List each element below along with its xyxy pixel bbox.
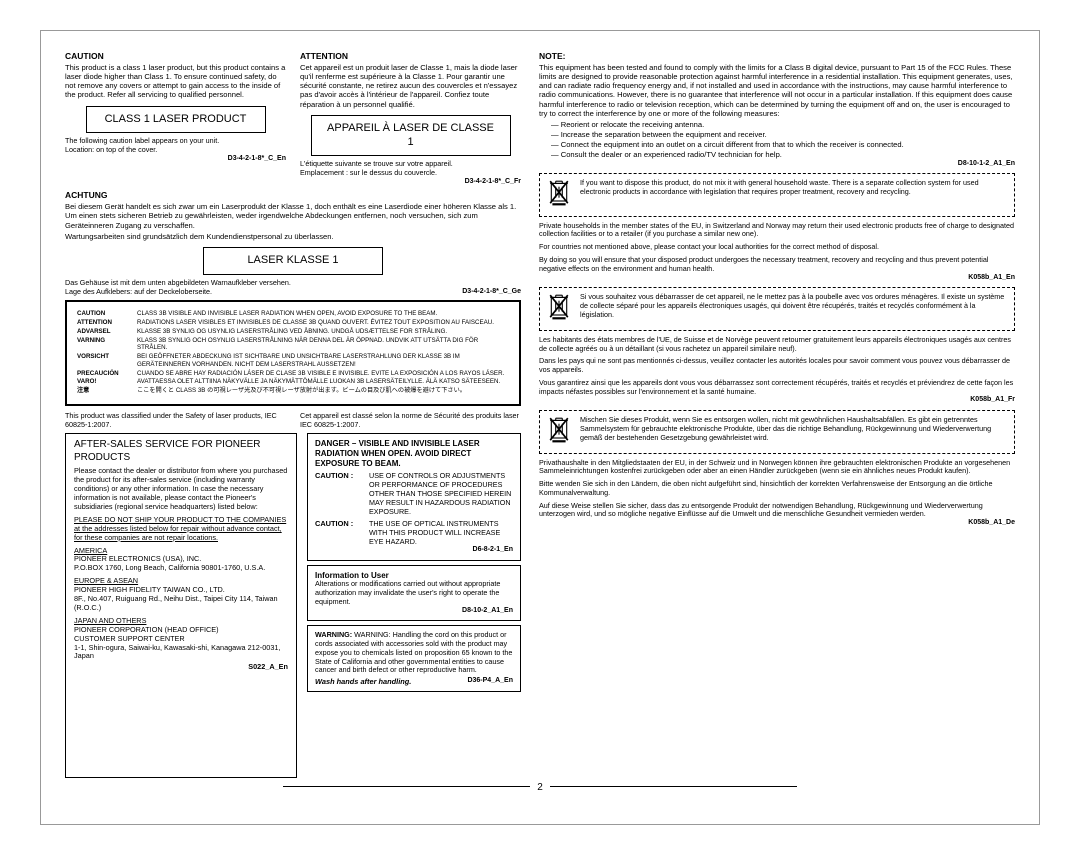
service-title: AFTER-SALES SERVICE FOR PIONEER PRODUCTS [74, 439, 288, 464]
weee-en-code: K058b_A1_En [539, 274, 1015, 283]
weee-en-box: If you want to dispose this product, do … [539, 173, 1015, 217]
bin-icon [548, 179, 572, 211]
service-noship: PLEASE DO NOT SHIP YOUR PRODUCT TO THE C… [74, 516, 288, 543]
weee-de-text: Mischen Sie dieses Produkt, wenn Sie es … [580, 416, 1006, 448]
left-column: CAUTION This product is a class 1 laser … [65, 51, 521, 778]
weee-de-code: K058b_A1_De [539, 519, 1015, 528]
info-box: Information to User Alterations or modif… [307, 565, 521, 621]
weee-en-p1: Private households in the member states … [539, 222, 1015, 240]
right-column: NOTE: This equipment has been tested and… [539, 51, 1015, 778]
danger-title: DANGER – VISIBLE AND INVISIBLE LASER RAD… [315, 439, 513, 468]
danger-code1: D6-8-2-1_En [315, 546, 513, 555]
service-code: S022_A_En [74, 663, 288, 672]
weee-fr-text: Si vous souhaitez vous débarrasser de ce… [580, 293, 1006, 325]
weee-fr-p3: Vous garantirez ainsi que les appareils … [539, 379, 1015, 397]
warning-box: WARNING: WARNING: Handling the cord on t… [307, 625, 521, 692]
note-items: — Reorient or relocate the receiving ant… [551, 120, 1015, 159]
warning-code: D36-P4_A_En [467, 677, 513, 686]
class1-label-fr: APPAREIL À LASER DE CLASSE 1 [311, 115, 511, 157]
caution2-label: CAUTION : [315, 519, 365, 546]
caution1-label: CAUTION : [315, 471, 365, 516]
achtung-body2: Wartungsarbeiten sind grundsätzlich dem … [65, 232, 521, 241]
attention-body: Cet appareil est un produit laser de Cla… [300, 63, 521, 109]
weee-fr-p2: Dans les pays qui ne sont pas mentionnés… [539, 357, 1015, 375]
danger-box: DANGER – VISIBLE AND INVISIBLE LASER RAD… [307, 433, 521, 560]
iec-en: This product was classified under the Sa… [65, 412, 286, 430]
page-number: 2 [65, 782, 1015, 795]
attention-title: ATTENTION [300, 51, 521, 62]
europe: PIONEER HIGH FIDELITY TAIWAN CO., LTD. 8… [74, 586, 288, 613]
caution-body: This product is a class 1 laser product,… [65, 63, 286, 100]
bin-icon [548, 416, 572, 448]
weee-de-box: Mischen Sie dieses Produkt, wenn Sie es … [539, 410, 1015, 454]
code-fr: D3-4-2-1-8*_C_Fr [300, 178, 521, 187]
weee-en-text: If you want to dispose this product, do … [580, 179, 1006, 211]
weee-en-p3: By doing so you will ensure that your di… [539, 256, 1015, 274]
caution-title: CAUTION [65, 51, 286, 62]
warning-body: WARNING: WARNING: Handling the cord on t… [315, 631, 513, 675]
info-body: Alterations or modifications carried out… [315, 580, 513, 606]
weee-de-p2: Bitte wenden Sie sich in den Ländern, di… [539, 480, 1015, 498]
after-sales-box: AFTER-SALES SERVICE FOR PIONEER PRODUCTS… [65, 433, 297, 777]
follow-en: The following caution label appears on y… [65, 137, 286, 155]
iec-fr: Cet appareil est classé selon la norme d… [300, 412, 521, 430]
america: PIONEER ELECTRONICS (USA), INC. P.O.BOX … [74, 555, 288, 573]
code-ge: D3-4-2-1-8*_C_Ge [462, 288, 521, 297]
weee-de-p3: Auf diese Weise stellen Sie sicher, dass… [539, 502, 1015, 520]
note-code: D8-10-1-2_A1_En [539, 160, 1015, 169]
follow-ge: Das Gehäuse ist mit dem unten abgebildet… [65, 279, 291, 297]
caution1-text: USE OF CONTROLS OR ADJUSTMENTS OR PERFOR… [369, 471, 513, 516]
achtung-body: Bei diesem Gerät handelt es sich zwar um… [65, 202, 521, 230]
laser-klasse-label: LASER KLASSE 1 [203, 247, 383, 275]
manual-page: CAUTION This product is a class 1 laser … [40, 30, 1040, 825]
caution2-text: THE USE OF OPTICAL INSTRUMENTS WITH THIS… [369, 519, 513, 546]
note-title: NOTE: [539, 51, 1015, 62]
wash-label: Wash hands after handling. [315, 677, 411, 686]
multilang-warning-box: CAUTIONCLASS 3B VISIBLE AND INVISIBLE LA… [65, 300, 521, 406]
weee-fr-box: Si vous souhaitez vous débarrasser de ce… [539, 287, 1015, 331]
class1-label-en: CLASS 1 LASER PRODUCT [86, 106, 266, 134]
weee-de-p1: Privathaushalte in den Mitgliedstaaten d… [539, 459, 1015, 477]
weee-fr-p1: Les habitants des états membres de l'UE,… [539, 336, 1015, 354]
info-code: D8-10-2_A1_En [315, 607, 513, 616]
follow-fr: L'étiquette suivante se trouve sur votre… [300, 160, 521, 178]
note-body: This equipment has been tested and found… [539, 63, 1015, 119]
service-intro: Please contact the dealer or distributor… [74, 467, 288, 511]
weee-en-p2: For countries not mentioned above, pleas… [539, 243, 1015, 252]
achtung-title: ACHTUNG [65, 190, 521, 201]
weee-fr-code: K058b_A1_Fr [539, 396, 1015, 405]
japan: PIONEER CORPORATION (HEAD OFFICE) CUSTOM… [74, 626, 288, 662]
bin-icon [548, 293, 572, 325]
code-en: D3-4-2-1-8*_C_En [65, 155, 286, 164]
